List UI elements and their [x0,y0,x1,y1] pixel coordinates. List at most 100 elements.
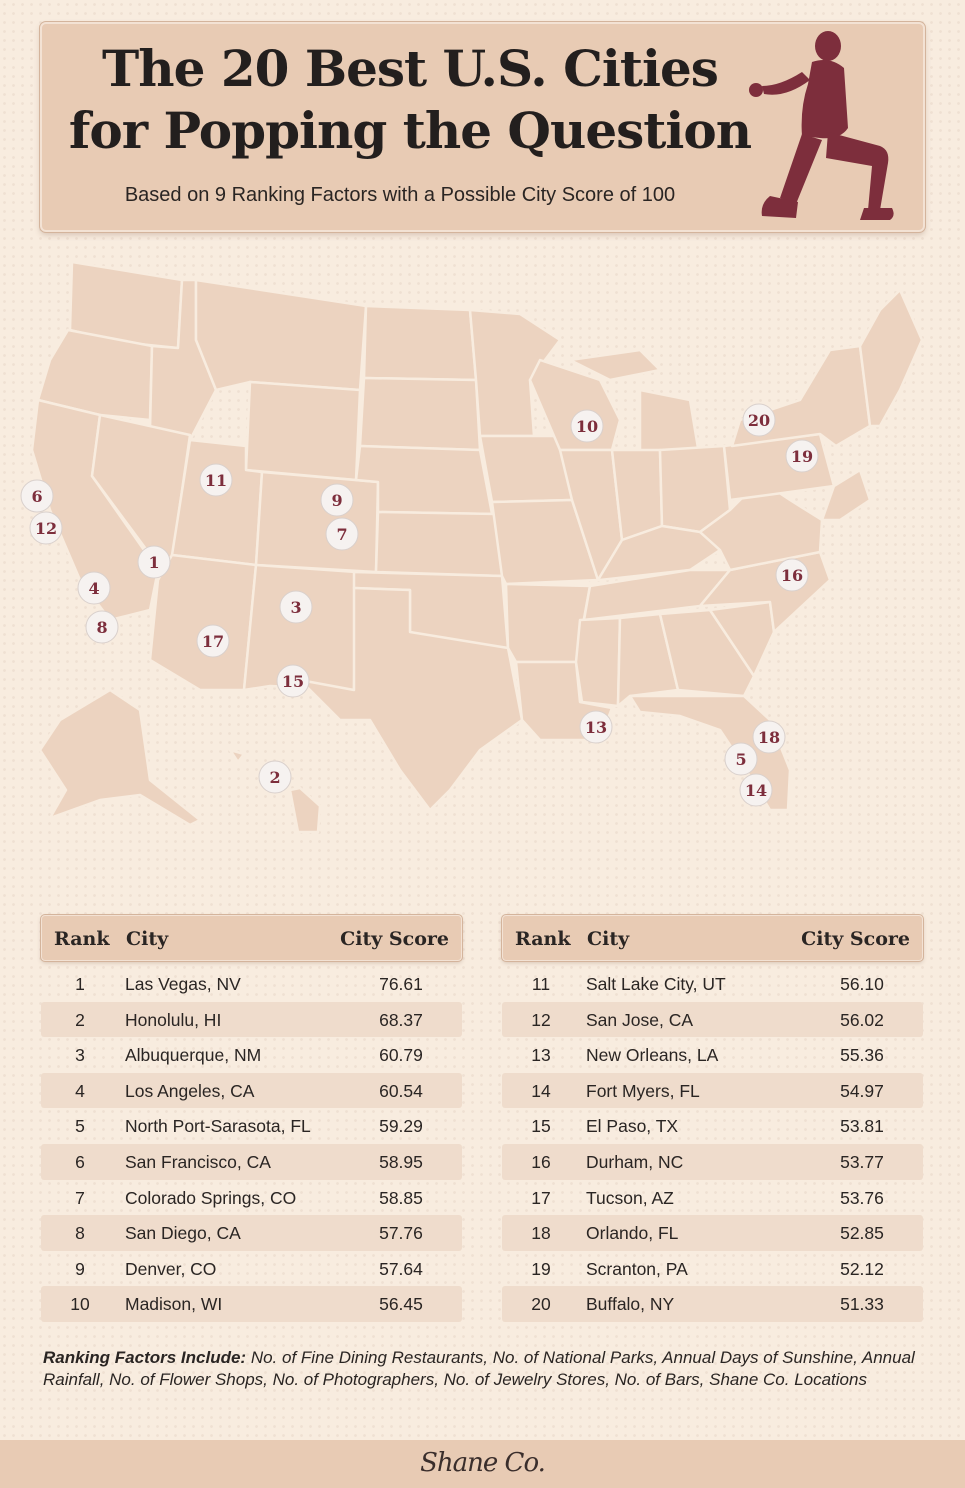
svg-text:18: 18 [758,728,780,747]
header-score: City Score [340,928,449,950]
state-north-dakota [362,304,478,382]
svg-text:7: 7 [336,525,347,544]
header-city: City [126,928,169,950]
svg-text:8: 8 [96,618,107,637]
map-pin: 15 [276,664,310,698]
svg-text:4: 4 [88,579,99,598]
rankings-table-right: Rank City City Score 11 Salt Lake City, U… [501,914,924,1322]
header-card [39,21,926,233]
state-alabama [616,612,680,708]
state-virginia [698,478,824,572]
state-minnesota [468,308,562,438]
map-pin: 12 [29,511,63,545]
state-mid-atlantic [820,468,872,522]
map-pin: 3 [279,590,313,624]
table-header: Rank City City Score [501,914,924,962]
map-pin: 13 [579,710,613,744]
svg-text:13: 13 [585,718,607,737]
table-row: 16 Durham, NC 53.77 [502,1143,923,1180]
state-georgia [658,608,756,698]
map-pin: 20 [742,403,776,437]
table-row: 15 El Paso, TX 53.81 [531,1116,884,1137]
table-row: 5 North Port-Sarasota, FL 59.29 [75,1116,423,1137]
header-rank: Rank [515,928,571,950]
ranking-factors-text: No. of Fine Dining Restaurants, No. of N… [43,1348,915,1389]
table-row: 6 San Francisco, CA 58.95 [41,1143,462,1180]
table-row: 2 Honolulu, HI 68.37 [41,1001,462,1038]
table-row: 1 Las Vegas, NV 76.61 [75,974,423,994]
state-new-england [858,288,924,428]
header-city: City [587,928,630,950]
table-row: 8 San Diego, CA 57.76 [41,1215,462,1251]
svg-text:15: 15 [282,672,304,691]
svg-text:17: 17 [202,632,224,651]
map-pin: 1 [137,545,171,579]
footer-bar: Shane Co. [0,1440,965,1488]
svg-text:14: 14 [745,781,767,800]
map-pin: 4 [77,571,111,605]
map-pin: 11 [199,463,233,497]
table-row: 3 Albuquerque, NM 60.79 [75,1045,423,1066]
state-alaska [38,688,202,827]
ranking-factors-note: Ranking Factors Include: No. of Fine Din… [43,1347,933,1390]
map-pin: 18 [752,720,786,754]
svg-text:2: 2 [269,768,280,787]
svg-text:20: 20 [748,411,770,430]
svg-text:9: 9 [331,491,342,510]
map-pin: 8 [85,610,119,644]
table-row: 11 Salt Lake City, UT 56.10 [531,974,884,994]
map-pin: 6 [20,479,54,513]
svg-text:16: 16 [781,566,803,585]
table-row: 18 Orlando, FL 52.85 [502,1215,923,1251]
table-row: 9 Denver, CO 57.64 [75,1258,423,1279]
header-rank: Rank [54,928,110,950]
map-pin: 16 [775,558,809,592]
map-pin: 14 [739,773,773,807]
svg-text:5: 5 [735,750,746,769]
header-score: City Score [801,928,910,950]
map-pin: 5 [724,742,758,776]
shane-co-logo: Shane Co. [420,1448,546,1478]
table-row: 19 Scranton, PA 52.12 [531,1258,884,1279]
map-pin: 9 [320,483,354,517]
us-map: 1 2 3 4 5 6 7 8 9 10 11 12 13 14 15 16 1… [20,260,924,834]
table-row: 20 Buffalo, NY 51.33 [502,1286,923,1322]
svg-text:11: 11 [205,471,227,490]
page-subtitle: Based on 9 Ranking Factors with a Possib… [124,184,676,206]
state-colorado [254,470,380,574]
table-row: 17 Tucson, AZ 53.76 [531,1187,884,1208]
map-pin: 19 [785,439,819,473]
state-south-dakota [358,376,482,452]
map-pins: 1 2 3 4 5 6 7 8 9 10 11 12 13 14 15 16 1… [20,403,819,807]
state-kansas [374,510,504,578]
svg-text:1: 1 [148,553,159,572]
map-pin: 17 [196,624,230,658]
map-pin: 7 [325,517,359,551]
svg-text:3: 3 [290,598,301,617]
rankings-table-left: Rank City City Score 1 Las Vegas, NV 76.61… [40,914,463,1322]
table-row: 7 Colorado Springs, CO 58.85 [75,1187,423,1208]
table-row: 13 New Orleans, LA 55.36 [531,1045,884,1066]
svg-text:12: 12 [35,519,57,538]
svg-text:19: 19 [791,447,813,466]
svg-text:10: 10 [576,417,598,436]
state-michigan-upper [568,348,662,382]
map-pin: 2 [258,760,292,794]
map-pin: 10 [570,409,604,443]
ranking-factors-label: Ranking Factors Include: [43,1348,247,1367]
state-arizona [148,553,258,692]
table-row: 12 San Jose, CA 56.02 [502,1001,923,1038]
state-indiana [610,448,664,542]
table-row: 10 Madison, WI 56.45 [41,1286,462,1322]
state-missouri [490,498,600,586]
state-wyoming [244,380,362,482]
state-florida [628,694,792,812]
svg-text:6: 6 [31,487,42,506]
kneeling-man-illustration [749,31,894,220]
page-title: The 20 Best U.S. Cities for Popping the … [68,39,752,160]
state-montana [194,278,368,392]
table-row: 4 Los Angeles, CA 60.54 [41,1072,462,1109]
table-row: 14 Fort Myers, FL 54.97 [502,1072,923,1109]
state-mississippi [574,616,622,708]
table-header: Rank City City Score [40,914,463,962]
